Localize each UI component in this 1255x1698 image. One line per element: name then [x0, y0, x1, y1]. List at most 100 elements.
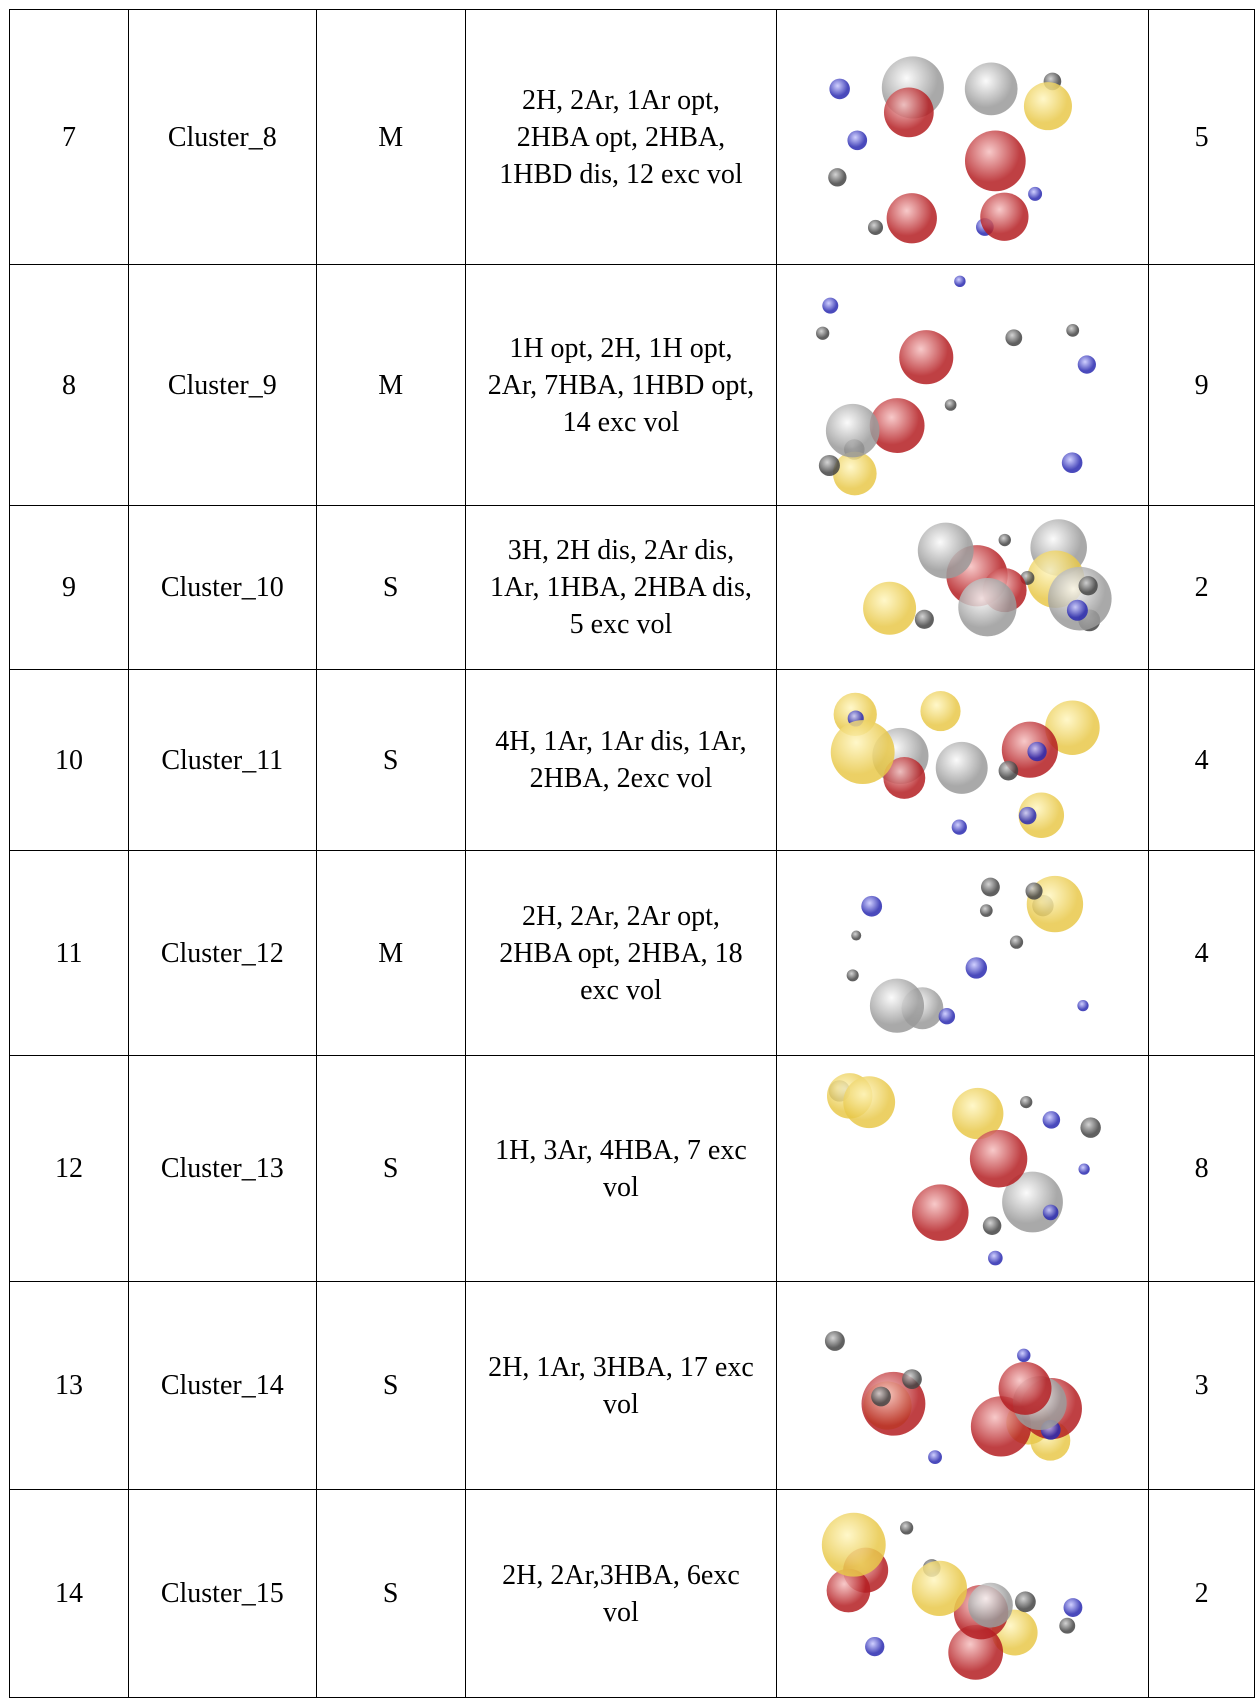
table-row: 10 Cluster_11 S 4H, 1Ar, 1Ar dis, 1Ar, 2HBA… [9, 669, 1255, 851]
feature-sphere [1061, 451, 1083, 473]
feature-sphere [830, 719, 895, 784]
feature-sphere [899, 1520, 913, 1535]
row-number: 14 [9, 1489, 129, 1698]
cluster-type: M [315, 850, 466, 1056]
table-row: 13 Cluster_14 S 2H, 1Ar, 3HBA, 17 exc vol 3 [9, 1281, 1255, 1490]
feature-sphere [980, 877, 1000, 896]
feature-sphere [1027, 741, 1047, 761]
cluster-name: Cluster_11 [128, 669, 317, 851]
feature-sphere [862, 581, 916, 635]
features: 1H opt, 2H, 1H opt, 2Ar, 7HBA, 1HBD opt,… [464, 264, 778, 506]
feature-sphere [951, 819, 967, 835]
table-row: 8 Cluster_9 M 1H opt, 2H, 1H opt, 2Ar, 7HBA… [9, 264, 1255, 506]
feature-sphere [1018, 806, 1037, 824]
cluster-type: S [315, 505, 466, 670]
feature-sphere [957, 577, 1017, 636]
feature-sphere [1023, 81, 1072, 130]
features: 2H, 2Ar,3HBA, 6exc vol [464, 1489, 778, 1698]
row-number: 12 [9, 1055, 129, 1282]
feature-sphere [1058, 1617, 1075, 1634]
feature-sphere [1016, 1348, 1031, 1362]
pharmacophore-image [776, 669, 1150, 851]
features: 1H, 3Ar, 4HBA, 7 exc vol [464, 1055, 778, 1282]
feature-sphere [1025, 882, 1043, 900]
cluster-name: Cluster_12 [128, 850, 317, 1056]
feature-sphere [821, 1512, 886, 1577]
feature-sphere [920, 690, 961, 731]
feature-sphere [964, 130, 1026, 191]
hit-count: 4 [1148, 669, 1255, 851]
pharmacophore-image [776, 850, 1150, 1056]
row-number: 10 [9, 669, 129, 851]
feature-sphere [1009, 935, 1023, 949]
feature-sphere [870, 1386, 891, 1406]
feature-sphere [829, 78, 850, 99]
feature-sphere [860, 895, 882, 917]
table-row: 12 Cluster_13 S 1H, 3Ar, 4HBA, 7 exc vol 8 [9, 1055, 1255, 1282]
cluster-name: Cluster_10 [128, 505, 317, 670]
feature-sphere [1065, 323, 1079, 337]
feature-sphere [964, 62, 1018, 115]
pharmacophore-graphic [862, 518, 1112, 636]
feature-sphere [947, 1624, 1003, 1680]
feature-sphere [1005, 328, 1022, 346]
pharmacophore-image [776, 1055, 1150, 1282]
feature-sphere [883, 87, 934, 137]
feature-sphere [987, 1250, 1003, 1265]
feature-sphere [951, 1087, 1004, 1139]
features: 3H, 2H dis, 2Ar dis, 1Ar, 1HBA, 2HBA dis… [464, 505, 778, 670]
feature-sphere [967, 1582, 1013, 1628]
feature-sphere [869, 397, 925, 453]
feature-sphere [1019, 1095, 1032, 1108]
feature-sphere [824, 1330, 845, 1351]
table-row: 7 Cluster_8 M 2H, 2Ar, 1Ar opt, 2HBA opt, 2… [9, 9, 1255, 265]
features: 4H, 1Ar, 1Ar dis, 1Ar, 2HBA, 2exc vol [464, 669, 778, 851]
feature-sphere [917, 522, 974, 578]
pharmacophore-graphic [827, 55, 1072, 243]
pharmacophore-graphic [846, 875, 1089, 1033]
pharmacophore-graphic [830, 690, 1100, 838]
row-number: 13 [9, 1281, 129, 1490]
features: 2H, 2Ar, 1Ar opt, 2HBA opt, 2HBA, 1HBD d… [464, 9, 778, 265]
feature-sphere [1042, 1110, 1060, 1129]
hit-count: 4 [1148, 850, 1255, 1056]
feature-sphere [1047, 566, 1112, 630]
row-number: 8 [9, 264, 129, 506]
feature-sphere [938, 1007, 955, 1024]
feature-sphere [982, 1215, 1002, 1235]
cluster-name: Cluster_8 [128, 9, 317, 265]
cluster-type: M [315, 264, 466, 506]
hit-count: 2 [1148, 1489, 1255, 1698]
feature-sphere [998, 760, 1018, 781]
feature-sphere [914, 609, 934, 629]
row-number: 7 [9, 9, 129, 265]
feature-sphere [901, 1368, 922, 1389]
cluster-name: Cluster_13 [128, 1055, 317, 1282]
feature-sphere [1078, 575, 1098, 595]
feature-sphere [1078, 1163, 1090, 1175]
feature-sphere [1018, 792, 1064, 838]
pharmacophore-image [776, 505, 1150, 670]
feature-sphere [821, 297, 838, 314]
pharmacophore-image [776, 1281, 1150, 1490]
feature-sphere [1044, 699, 1100, 755]
feature-sphere [1066, 599, 1088, 621]
feature-sphere [869, 978, 924, 1033]
feature-sphere [998, 1361, 1052, 1415]
feature-sphere [864, 1636, 885, 1656]
feature-sphere [886, 192, 937, 243]
cluster-type: S [315, 669, 466, 851]
feature-sphere [827, 167, 847, 187]
cluster-type: S [315, 1055, 466, 1282]
cluster-name: Cluster_9 [128, 264, 317, 506]
hit-count: 5 [1148, 9, 1255, 265]
feature-sphere [850, 930, 861, 941]
feature-sphere [898, 329, 953, 384]
feature-sphere [979, 903, 993, 917]
feature-sphere [965, 956, 987, 979]
feature-sphere [1063, 1597, 1083, 1617]
feature-sphere [935, 741, 988, 794]
cluster-type: S [315, 1489, 466, 1698]
row-number: 11 [9, 850, 129, 1056]
feature-sphere [1077, 999, 1089, 1011]
